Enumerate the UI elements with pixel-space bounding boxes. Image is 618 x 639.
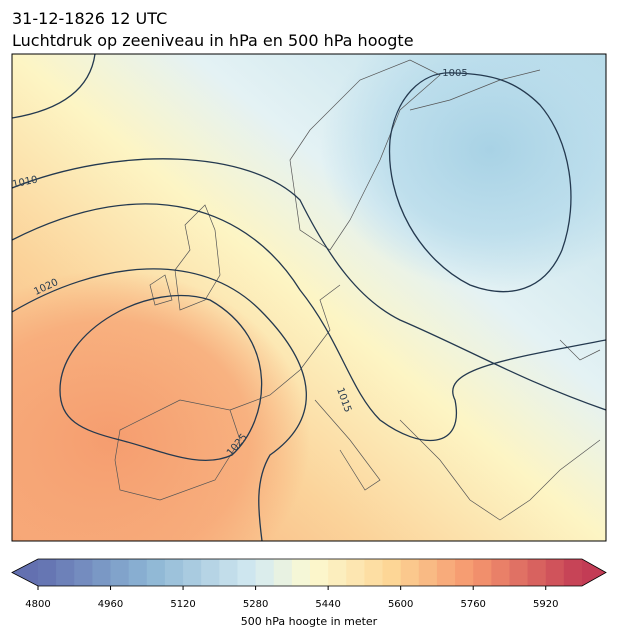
colorbar-swatch — [56, 559, 75, 586]
subtitle: Luchtdruk op zeeniveau in hPa en 500 hPa… — [12, 31, 414, 50]
colorbar-tick-label: 5920 — [533, 599, 558, 610]
colorbar-swatch — [164, 559, 184, 586]
colorbar-swatch — [491, 559, 510, 586]
colorbar-extend-high — [582, 559, 606, 586]
coastlines — [114, 59, 601, 521]
colorbar-swatch — [237, 559, 257, 586]
colorbar-swatch — [382, 559, 402, 586]
colorbar-swatch — [219, 559, 238, 586]
colorbar-swatch — [255, 559, 275, 586]
cold-area — [320, 54, 606, 290]
colorbar-swatch — [563, 559, 583, 586]
colorbar-swatch — [328, 559, 347, 586]
title: 31-12-1826 12 UTC — [12, 9, 167, 28]
colorbar-swatch — [545, 559, 565, 586]
colorbar-swatch — [128, 559, 148, 586]
colorbar-swatch — [74, 559, 93, 586]
colorbar-swatch — [509, 559, 529, 586]
colorbar-tick-label: 5120 — [170, 599, 195, 610]
colorbar-swatch — [346, 559, 365, 586]
colorbar-swatch — [418, 559, 438, 586]
colorbar-tick-label: 5280 — [243, 599, 268, 610]
colorbar-swatch — [364, 559, 384, 586]
colorbar-tick-label: 4960 — [98, 599, 123, 610]
colorbar-swatch — [291, 559, 311, 586]
colorbar-swatch — [310, 559, 329, 586]
colorbar-tick-label: 5600 — [388, 599, 413, 610]
colorbar-swatch — [201, 559, 220, 586]
colorbar-swatch — [527, 559, 547, 586]
colorbar-swatch — [436, 559, 456, 586]
colorbar-swatch — [183, 559, 202, 586]
map-frame — [11, 53, 607, 542]
colorbar-label: 500 hPa hoogte in meter — [241, 615, 378, 628]
colorbar-tick-label: 5440 — [315, 599, 340, 610]
colorbar-extend-low — [12, 559, 38, 586]
colorbar-swatch — [473, 559, 492, 586]
colorbar-swatch — [146, 559, 166, 586]
colorbar: 4800 4960 5120 5280 5440 5600 5760 5920 — [11, 558, 607, 610]
colorbar-tick-label: 5760 — [460, 599, 485, 610]
warm-area — [12, 270, 310, 541]
isobars — [12, 54, 606, 541]
colorbar-swatch — [38, 559, 57, 586]
colorbar-swatch — [110, 559, 130, 586]
contour-label: 1005 — [442, 68, 467, 79]
colorbar-swatch — [400, 559, 420, 586]
colorbar-swatch — [455, 559, 474, 586]
contour-label: 1010 — [12, 174, 39, 190]
colorbar-swatch — [92, 559, 112, 586]
colorbar-swatch — [273, 559, 293, 586]
colorbar-tick-label: 4800 — [25, 599, 50, 610]
